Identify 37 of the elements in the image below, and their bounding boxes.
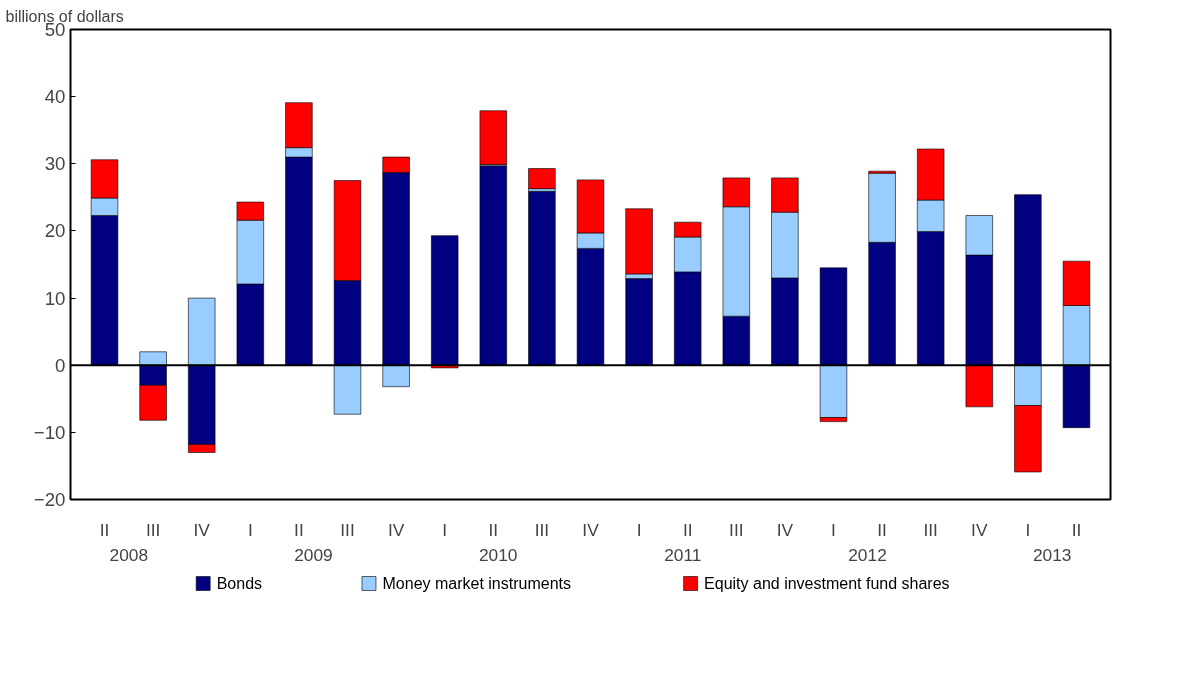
x-tick-label: IV: [193, 519, 211, 540]
y-tick-label: 0: [55, 354, 66, 376]
x-tick-label: IV: [776, 519, 794, 540]
text: 2012: [848, 544, 887, 565]
y-tick-label: 20: [44, 220, 66, 242]
legend-label: Equity and investment fund shares: [704, 575, 950, 592]
x-tick-label: III: [729, 519, 744, 540]
y-tick-label: 30: [44, 153, 66, 175]
x-tick-label: II: [1071, 519, 1082, 540]
text: 2013: [1032, 544, 1072, 565]
x-tick-label: IV: [387, 519, 405, 540]
x-tick-label: III: [923, 519, 938, 540]
x-tick-label: II: [294, 519, 304, 540]
x-tick-label: II: [99, 519, 110, 540]
y-tick-label: −20: [33, 489, 66, 510]
legend-label: Bonds: [216, 575, 263, 592]
x-tick-label: III: [340, 519, 355, 540]
legend-label: Money market instruments: [382, 575, 572, 592]
y-tick-label: −10: [33, 421, 66, 443]
x-tick-label: II: [488, 519, 499, 540]
text: 2010: [478, 544, 518, 565]
x-tick-label: III: [145, 519, 161, 540]
x-tick-label: I: [442, 519, 448, 540]
text: 2008: [109, 544, 149, 565]
x-tick-label: I: [636, 519, 642, 540]
x-tick-label: II: [877, 519, 887, 540]
x-tick-label: IV: [582, 519, 600, 540]
text: 2011: [664, 544, 702, 565]
x-tick-label: I: [831, 519, 836, 540]
y-tick-label: 10: [44, 287, 66, 309]
y-tick-label: 40: [44, 86, 66, 108]
x-tick-label: III: [534, 519, 550, 540]
x-tick-label: I: [247, 519, 253, 540]
text: 2009: [294, 544, 333, 565]
x-tick-label: I: [1025, 519, 1031, 540]
x-tick-label: II: [682, 519, 693, 540]
x-tick-label: IV: [971, 519, 988, 540]
